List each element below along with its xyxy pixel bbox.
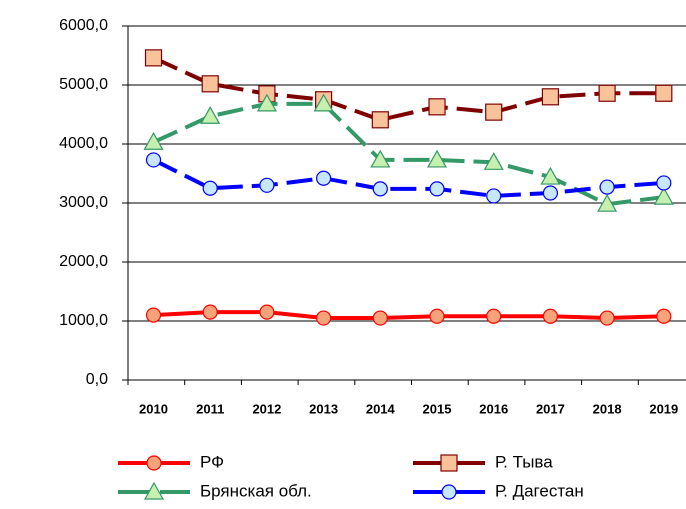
marker — [441, 484, 457, 500]
marker — [370, 149, 391, 168]
x-tick-label: 2017 — [536, 401, 565, 416]
x-tick-label: 2015 — [423, 401, 452, 416]
marker — [143, 132, 164, 150]
x-tick-label: 2010 — [139, 401, 168, 416]
y-tick-label: 0,0 — [86, 371, 108, 388]
y-tick-label: 5000,0 — [59, 76, 108, 93]
marker — [599, 310, 615, 326]
marker — [313, 93, 334, 112]
y-tick-label: 2000,0 — [59, 253, 108, 270]
marker — [542, 185, 559, 201]
legend-label: Р. Тыва — [495, 452, 553, 471]
y-tick-label: 6000,0 — [59, 17, 108, 34]
series-line — [152, 158, 664, 198]
marker — [597, 193, 618, 212]
legend-label: РФ — [200, 452, 224, 471]
marker — [372, 181, 388, 197]
marker — [146, 455, 162, 471]
marker — [202, 304, 218, 320]
marker — [656, 308, 672, 324]
marker — [655, 84, 673, 102]
legend-label: Брянская обл. — [200, 481, 312, 500]
marker — [599, 179, 615, 195]
x-tick-label: 2014 — [366, 401, 396, 416]
marker — [429, 308, 445, 324]
marker — [201, 75, 219, 93]
marker — [316, 170, 332, 186]
y-tick-label: 1000,0 — [59, 312, 108, 329]
marker — [656, 175, 672, 191]
y-tick-label: 4000,0 — [59, 135, 108, 152]
marker — [259, 304, 275, 320]
marker — [541, 88, 560, 106]
marker — [440, 454, 458, 472]
marker — [371, 111, 389, 129]
marker — [426, 149, 448, 168]
x-tick-label: 2019 — [649, 401, 678, 416]
x-tick-label: 2011 — [196, 401, 224, 416]
legend-label: Р. Дагестан — [495, 481, 584, 500]
marker — [372, 310, 388, 326]
marker — [428, 98, 446, 116]
x-tick-label: 2013 — [309, 401, 338, 416]
marker — [485, 103, 503, 121]
marker — [202, 180, 218, 196]
marker — [653, 186, 674, 205]
x-tick-label: 2018 — [593, 401, 622, 416]
x-tick-label: 2016 — [479, 401, 508, 416]
x-tick-label: 2012 — [252, 401, 281, 416]
marker — [145, 307, 162, 323]
y-tick-label: 3000,0 — [59, 194, 108, 211]
marker — [143, 481, 165, 500]
marker — [259, 177, 275, 193]
marker — [429, 181, 445, 197]
marker — [144, 49, 163, 67]
marker — [486, 188, 502, 204]
marker — [483, 152, 504, 170]
marker — [200, 106, 221, 124]
marker — [486, 308, 502, 324]
marker — [540, 166, 561, 185]
series-line — [153, 310, 664, 321]
marker — [145, 152, 162, 168]
marker — [256, 93, 277, 112]
marker — [598, 84, 616, 102]
marker — [316, 310, 332, 326]
series-line — [152, 56, 664, 122]
marker — [542, 308, 559, 324]
